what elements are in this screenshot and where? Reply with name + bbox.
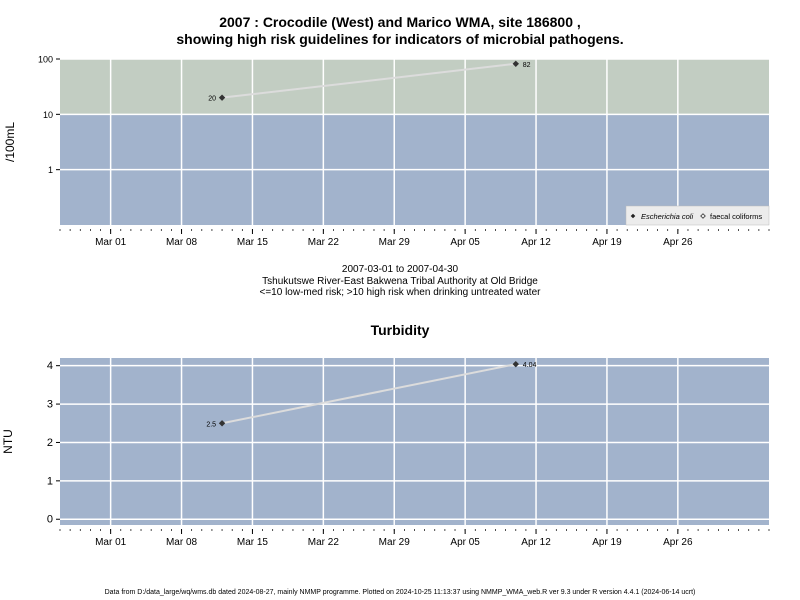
y-tick-label: 1 xyxy=(48,165,53,175)
data-label: 2.5 xyxy=(206,421,216,428)
data-point xyxy=(218,94,226,101)
data-point xyxy=(512,360,519,368)
data-label: 4.04 xyxy=(523,362,537,369)
y-tick-label: 100 xyxy=(38,55,53,65)
x-tick-label: Apr 05 xyxy=(450,537,480,548)
legend-box xyxy=(625,205,770,226)
risk-guideline-text: <=10 low-med risk; >10 high risk when dr… xyxy=(259,287,541,298)
plot-background xyxy=(60,358,769,525)
x-tick-label: Mar 08 xyxy=(166,237,198,248)
risk-band-1 xyxy=(60,59,769,115)
x-tick-label: Mar 15 xyxy=(237,237,269,248)
y-tick-label: 3 xyxy=(47,399,53,411)
y-tick-label: 1 xyxy=(47,475,53,487)
site-name-text: Tshukutswe River-East Bakwena Tribal Aut… xyxy=(262,276,538,287)
legend-marker-faecal xyxy=(700,213,706,219)
data-point xyxy=(512,60,519,67)
x-tick-label: Mar 22 xyxy=(308,237,340,248)
y-tick-label: 4 xyxy=(47,360,53,372)
x-tick-label: Apr 12 xyxy=(521,537,551,548)
y-axis-label: NTU xyxy=(1,429,15,454)
data-label: 82 xyxy=(523,62,531,69)
y-axis-label: /100mL xyxy=(3,122,17,162)
y-tick-label: 0 xyxy=(47,514,53,526)
legend-label-faecal: faecal coliforms xyxy=(710,212,762,221)
x-tick-label: Apr 19 xyxy=(592,237,622,248)
x-tick-label: Apr 26 xyxy=(663,537,693,548)
x-tick-label: Apr 19 xyxy=(592,537,622,548)
x-tick-label: Mar 29 xyxy=(379,237,411,248)
x-tick-label: Mar 15 xyxy=(237,537,269,548)
chart-subtitle: showing high risk guidelines for indicat… xyxy=(176,31,624,47)
x-tick-label: Apr 12 xyxy=(521,237,551,248)
data-point xyxy=(218,420,226,427)
legend-marker-ecoli xyxy=(630,213,636,219)
x-tick-label: Mar 08 xyxy=(166,537,198,548)
y-tick-label: 10 xyxy=(43,110,53,120)
legend-label-ecoli: Escherichia coli xyxy=(641,212,693,221)
x-tick-label: Mar 22 xyxy=(308,537,340,548)
footer-note: Data from D:/data_large/wq/wms.db dated … xyxy=(104,589,696,596)
x-tick-label: Apr 05 xyxy=(450,237,480,248)
x-tick-label: Mar 01 xyxy=(95,537,127,548)
x-tick-label: Mar 01 xyxy=(95,237,127,248)
chart-title: 2007 : Crocodile (West) and Marico WMA, … xyxy=(219,14,581,30)
x-tick-label: Apr 26 xyxy=(663,237,693,248)
x-tick-label: Mar 29 xyxy=(379,537,411,548)
date-range-text: 2007-03-01 to 2007-04-30 xyxy=(341,264,459,275)
turbidity-title: Turbidity xyxy=(370,322,430,338)
data-label: 20 xyxy=(208,96,216,103)
series-line xyxy=(221,62,516,99)
y-tick-label: 2 xyxy=(47,437,53,449)
series-line xyxy=(221,363,516,425)
